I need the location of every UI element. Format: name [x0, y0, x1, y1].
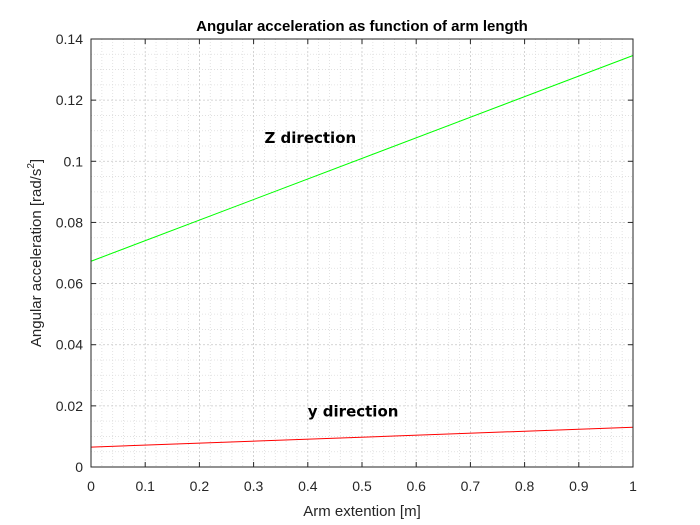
x-tick-label: 0	[87, 478, 95, 494]
annotation-label: y direction	[308, 403, 399, 421]
y-tick-label: 0.04	[56, 337, 83, 353]
y-tick-label: 0.08	[56, 214, 83, 230]
y-tick-label: 0.14	[56, 31, 83, 47]
x-tick-label: 1	[629, 478, 637, 494]
x-tick-label: 0.8	[515, 478, 535, 494]
y-axis-label: Angular acceleration [rad/s2]	[26, 159, 45, 347]
chart-title: Angular acceleration as function of arm …	[196, 18, 528, 35]
axis-ticks	[90, 38, 634, 468]
annotation-label: Z direction	[264, 129, 356, 147]
y-axis-label-sup: 2	[26, 163, 37, 169]
x-tick-label: 0.6	[406, 478, 426, 494]
y-axis-label-main: Angular acceleration [rad/s	[28, 169, 45, 347]
y-tick-label: 0.02	[56, 398, 83, 414]
y-axis-label-tail: ]	[28, 159, 45, 163]
x-tick-label: 0.5	[352, 478, 372, 494]
x-tick-labels: 0 0.1 0.2 0.3 0.4 0.5 0.6 0.7 0.8 0.9 1	[87, 478, 637, 494]
series-line	[90, 55, 634, 262]
x-tick-label: 0.3	[244, 478, 264, 494]
x-tick-label: 0.7	[461, 478, 481, 494]
x-tick-label: 0.2	[190, 478, 210, 494]
x-tick-label: 0.4	[298, 478, 318, 494]
y-tick-label: 0.12	[56, 92, 83, 108]
x-tick-label: 0.9	[569, 478, 589, 494]
x-tick-label: 0.1	[135, 478, 155, 494]
annotations: Z direction y direction	[264, 129, 398, 421]
y-tick-label: 0	[75, 459, 83, 475]
y-tick-label: 0.1	[64, 153, 84, 169]
series-line	[90, 426, 634, 448]
x-axis-label: Arm extention [m]	[303, 503, 421, 520]
series-layer	[90, 55, 634, 448]
y-tick-label: 0.06	[56, 276, 83, 292]
y-tick-labels: 0 0.02 0.04 0.06 0.08 0.1 0.12 0.14	[56, 31, 83, 475]
